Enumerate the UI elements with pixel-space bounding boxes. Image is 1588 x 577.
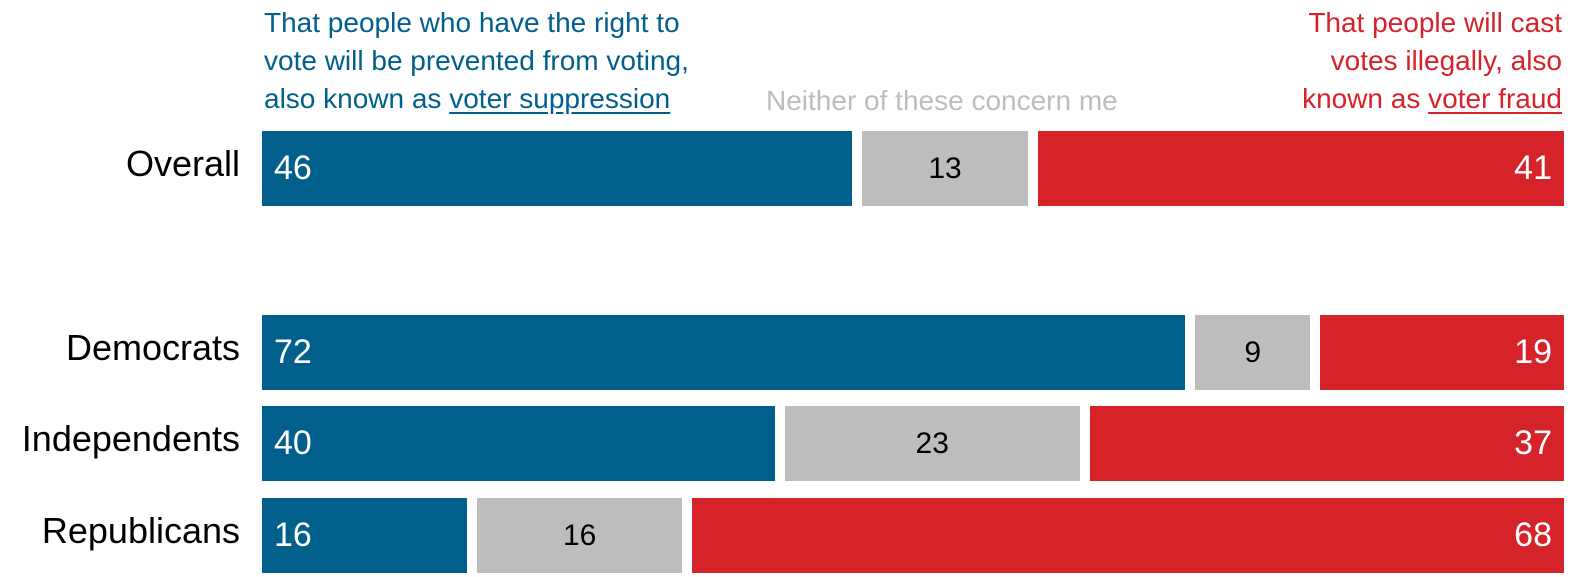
- legend-fraud-line-2: votes illegally, also: [1330, 45, 1562, 76]
- legend-voter-suppression: That people who have the right to vote w…: [264, 4, 804, 118]
- row-label-republicans: Republicans: [41, 510, 240, 551]
- value-label-republicans-neither: 16: [562, 519, 597, 552]
- bar-overall-suppression: 46: [262, 131, 852, 206]
- bar-democrats-neither: 9: [1195, 315, 1311, 390]
- row-label-democrats: Democrats: [65, 327, 240, 368]
- bar-overall-fraud: 41: [1038, 131, 1564, 206]
- value-label-independents-fraud: 37: [1514, 424, 1552, 462]
- row-label-independents: Independents: [21, 418, 240, 459]
- bar-republicans-fraud: 68: [692, 498, 1564, 573]
- row-label-overall: Overall: [125, 143, 240, 184]
- legend-voter-fraud: That people will cast votes illegally, a…: [1142, 4, 1562, 118]
- bar-independents-suppression: 40: [262, 406, 775, 481]
- bar-republicans-neither: 16: [477, 498, 683, 573]
- legend-fraud-term: voter fraud: [1428, 83, 1562, 114]
- legend-fraud-line-3: known as: [1302, 83, 1421, 114]
- bar-democrats-suppression: 72: [262, 315, 1186, 390]
- value-label-overall-fraud: 41: [1514, 149, 1552, 187]
- value-label-overall-neither: 13: [928, 152, 962, 185]
- value-label-overall-suppression: 46: [274, 149, 312, 187]
- bar-democrats-fraud: 19: [1320, 315, 1564, 390]
- legend-suppression-line-3: also known as: [264, 83, 442, 114]
- bar-overall-neither: 13: [861, 131, 1029, 206]
- value-label-democrats-neither: 9: [1244, 336, 1262, 369]
- value-label-republicans-suppression: 16: [274, 516, 312, 554]
- bar-republicans-suppression: 16: [262, 498, 468, 573]
- value-label-democrats-suppression: 72: [274, 333, 312, 371]
- value-label-independents-suppression: 40: [274, 424, 312, 462]
- bar-independents-neither: 23: [784, 406, 1080, 481]
- legend-fraud-line-1: That people will cast: [1308, 7, 1562, 38]
- legend-suppression-term: voter suppression: [449, 83, 671, 114]
- legend-suppression-line-2: vote will be prevented from voting,: [264, 45, 689, 76]
- value-label-democrats-fraud: 19: [1514, 333, 1552, 371]
- legend-suppression-line-1: That people who have the right to: [264, 7, 680, 38]
- value-label-independents-neither: 23: [915, 427, 949, 460]
- legend-neither: Neither of these concern me: [766, 85, 1118, 116]
- bar-independents-fraud: 37: [1089, 406, 1564, 481]
- value-label-republicans-fraud: 68: [1514, 516, 1552, 554]
